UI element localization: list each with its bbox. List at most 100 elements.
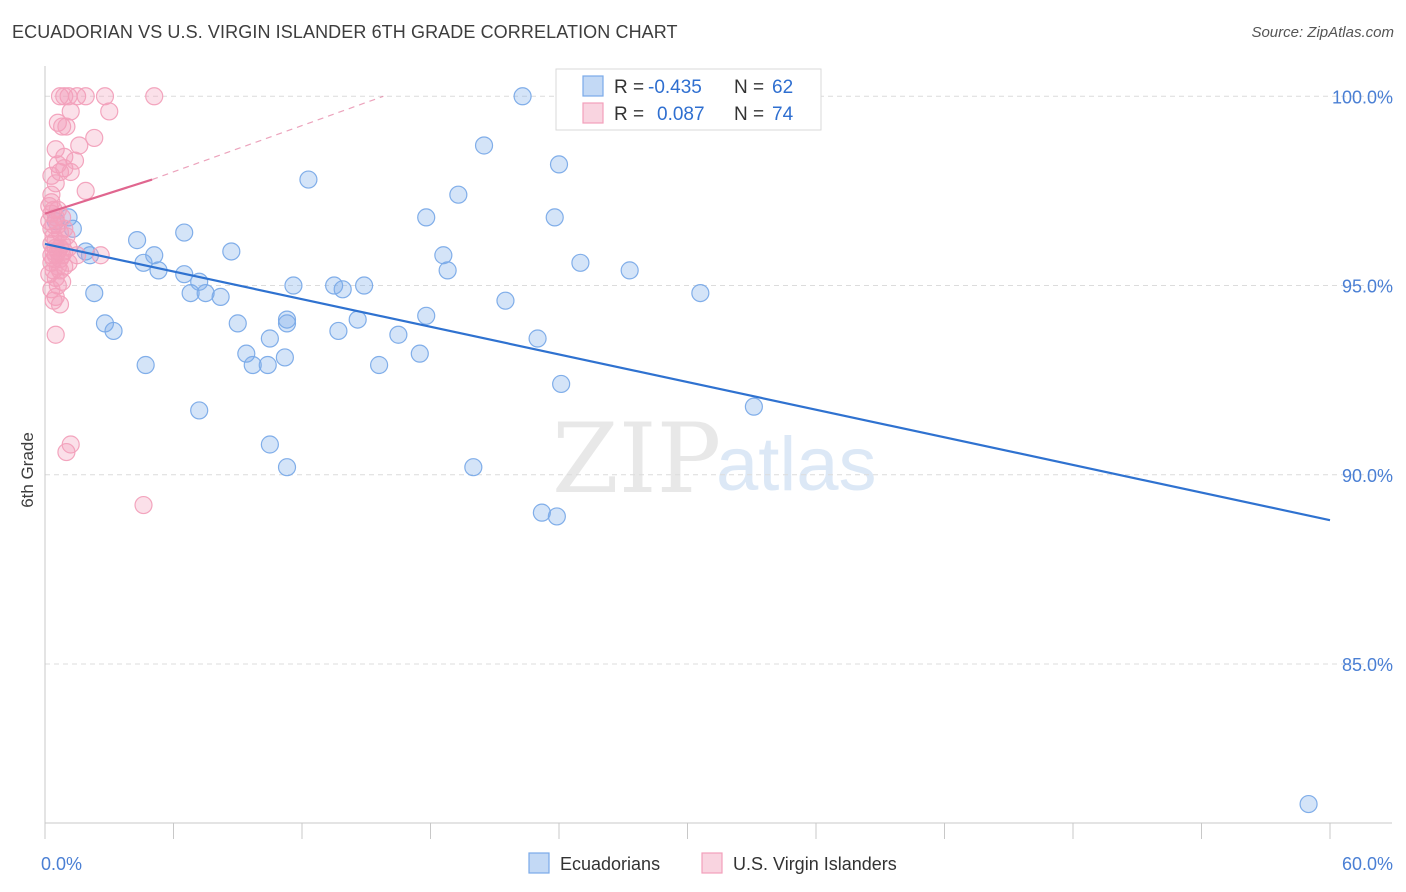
trend-line-0	[44, 242, 1331, 522]
data-point	[258, 355, 277, 375]
data-point	[55, 87, 74, 106]
data-point	[61, 435, 80, 454]
data-point	[50, 162, 70, 182]
y-tick-labels: 100.0% 95.0% 90.0% 85.0%	[1332, 87, 1393, 675]
data-point	[42, 185, 61, 204]
data-point	[528, 329, 547, 348]
chart-source: Source: ZipAtlas.com	[1251, 24, 1394, 41]
legend-label-virgin-islanders: U.S. Virgin Islanders	[733, 854, 897, 874]
data-point	[222, 242, 241, 261]
series-points-0	[46, 87, 1318, 814]
data-point	[57, 117, 76, 136]
data-point	[325, 276, 344, 295]
data-point	[100, 102, 119, 121]
data-point	[260, 435, 279, 454]
watermark-zip: ZIP	[552, 403, 721, 515]
data-point	[744, 397, 763, 416]
data-point	[545, 208, 564, 227]
stats-r-label-ecuadorians: R =	[614, 77, 644, 98]
data-point	[145, 246, 164, 265]
stats-r-label-virgin-islanders: R =	[614, 104, 644, 125]
y-tick-label-3: 85.0%	[1342, 655, 1393, 675]
data-point	[42, 219, 61, 238]
data-point	[547, 507, 566, 526]
data-point	[329, 321, 348, 341]
data-point	[496, 291, 515, 310]
data-point	[277, 314, 297, 333]
trend-line-1	[44, 178, 153, 215]
data-point	[1299, 794, 1318, 814]
stats-r-value-virgin-islanders: 0.087	[657, 104, 705, 125]
y-axis-title: 6th Grade	[18, 432, 37, 508]
data-point	[532, 503, 551, 522]
stats-legend-box: R = -0.435 N = 62 R = 0.087 N = 74	[555, 68, 822, 131]
data-point	[104, 321, 123, 341]
data-point	[417, 208, 436, 227]
watermark-atlas: atlas	[716, 422, 877, 507]
data-point	[370, 355, 389, 375]
data-point	[410, 344, 429, 363]
data-point	[145, 87, 164, 106]
data-point	[65, 151, 85, 170]
data-point	[134, 495, 153, 515]
data-point	[513, 87, 532, 106]
data-point	[55, 219, 74, 238]
legend-swatch-ecuadorians	[528, 852, 550, 874]
data-point	[348, 310, 367, 329]
data-point	[474, 136, 494, 155]
data-point	[552, 374, 571, 394]
data-point	[277, 458, 297, 477]
trend-lines	[44, 95, 1331, 522]
data-point	[260, 329, 279, 348]
data-point	[228, 314, 247, 333]
data-point	[76, 87, 95, 106]
data-points	[40, 87, 1318, 814]
data-point	[389, 325, 408, 344]
chart-title: ECUADORIAN VS U.S. VIRGIN ISLANDER 6TH G…	[12, 22, 678, 42]
data-point	[284, 276, 303, 295]
data-point	[95, 87, 115, 106]
data-point	[299, 170, 318, 189]
data-point	[181, 284, 200, 303]
stats-n-label-virgin-islanders: N =	[734, 104, 764, 125]
data-point	[196, 284, 215, 303]
data-point	[243, 355, 262, 375]
data-point	[355, 276, 374, 295]
data-point	[464, 458, 483, 477]
data-point	[85, 284, 104, 303]
data-point	[136, 355, 155, 375]
data-point	[53, 117, 72, 136]
stats-n-value-ecuadorians: 62	[772, 77, 793, 98]
data-point	[70, 136, 89, 155]
series-points-1	[40, 87, 164, 515]
x-tick-label-1: 60.0%	[1342, 854, 1393, 874]
data-point	[85, 128, 104, 148]
stats-swatch-virgin-islanders	[582, 102, 604, 124]
data-point	[434, 246, 453, 265]
y-tick-label-0: 100.0%	[1332, 87, 1393, 107]
data-point	[46, 174, 65, 193]
data-point	[211, 287, 230, 306]
x-tick-label-0: 0.0%	[41, 854, 82, 874]
legend-label-ecuadorians: Ecuadorians	[560, 854, 660, 874]
y-tick-label-2: 90.0%	[1342, 466, 1393, 486]
data-point	[76, 181, 95, 201]
data-point	[50, 295, 70, 314]
data-point	[61, 102, 80, 121]
data-point	[417, 306, 436, 325]
data-point	[175, 223, 194, 242]
data-point	[449, 185, 468, 204]
data-point	[620, 261, 639, 280]
bottom-legend: Ecuadorians U.S. Virgin Islanders	[528, 852, 897, 874]
gridlines	[45, 95, 1392, 665]
stats-swatch-ecuadorians	[582, 75, 604, 97]
y-tick-label-1: 95.0%	[1342, 277, 1393, 297]
x-tick-labels: 0.0% 60.0%	[41, 854, 1393, 874]
data-point	[237, 344, 256, 363]
watermark: ZIP atlas	[552, 403, 877, 515]
stats-n-label-ecuadorians: N =	[734, 77, 764, 98]
data-point	[333, 280, 352, 299]
legend-swatch-virgin-islanders	[701, 852, 723, 874]
axes	[44, 66, 1392, 839]
